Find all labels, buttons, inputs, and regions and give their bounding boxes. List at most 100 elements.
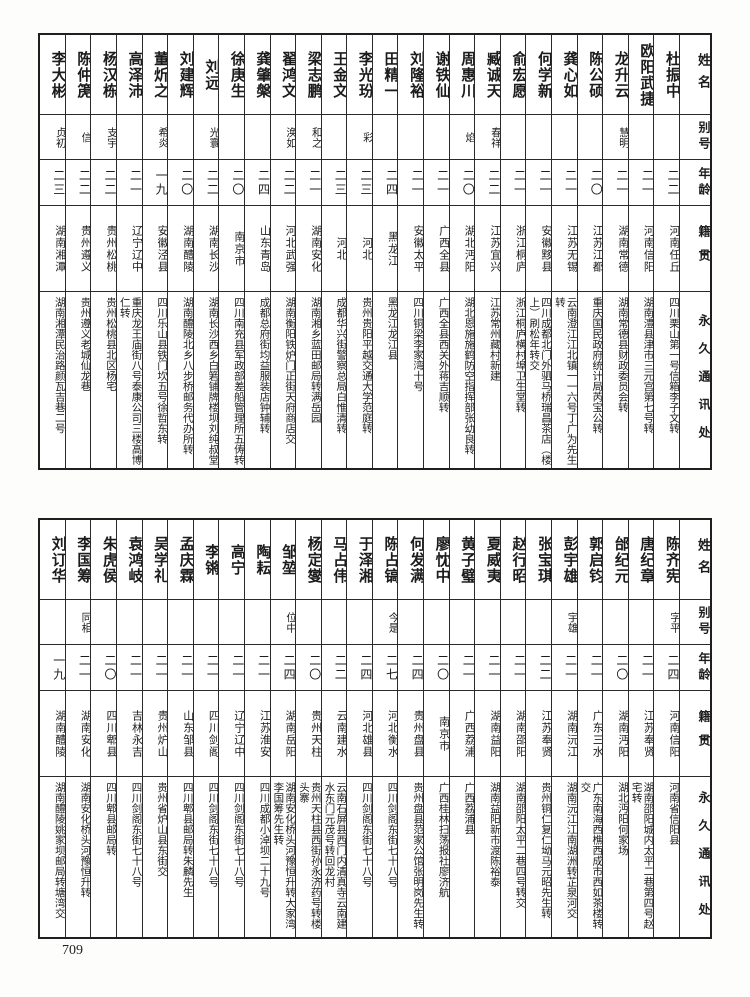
person-native-place: 江苏宜兴 [475, 206, 500, 292]
person-column: 廖忱中 二〇 南京市 广西桂林扫荡报社廖济航 [424, 520, 450, 937]
person-address: 四川剑阁东街七十八号 [386, 782, 398, 887]
person-native-place: 山东青岛 [244, 206, 270, 292]
person-age: 二一 [526, 160, 552, 206]
person-age: 二一 [449, 645, 475, 691]
person-address: 四川剑阁东街七十八号 [130, 782, 142, 887]
person-native-place: 江苏奉贤 [526, 691, 552, 777]
person-name: 陶耘 [244, 520, 270, 600]
person-name: 何发满 [398, 520, 424, 600]
person-address: 重庆国民政府统计局芮宝公转 [591, 297, 603, 434]
person-age: 一九 [142, 160, 168, 206]
person-column: 陈占镐 今是 二七 河北衡水 四川剑阁东街七十八号 [372, 520, 399, 937]
person-name: 李光玢 [347, 35, 372, 115]
person-age: 二四 [270, 645, 296, 691]
person-name: 何学新 [526, 35, 552, 115]
person-column: 孟庆霖 二一 山东邹县 四川郫县邮局转朱麟先生 [168, 520, 194, 937]
person-column: 刘建辉 二〇 湖南醴陵 湖南醴陵北乡八步桥邮务代办所转 [168, 35, 194, 468]
person-address: 江苏常州藏村新建 [488, 297, 500, 381]
person-column: 何发满 二四 贵州盘县 贵州盘县范家公馆张明岗先生转 [398, 520, 425, 937]
person-address: 湖南沅江江南湖洲转芷泉河交 [565, 782, 577, 919]
person-native-place: 南京市 [424, 691, 449, 777]
person-age: 二二 [193, 160, 219, 206]
person-alias [347, 600, 372, 645]
person-age: 二〇 [91, 645, 116, 691]
person-native-place: 湖北沔阳 [449, 206, 475, 292]
person-alias [244, 115, 270, 160]
person-alias: 焰 [449, 115, 475, 160]
person-name: 唐纪章 [628, 520, 654, 600]
person-column: 李国筹 同相 二一 湖南安化 湖南安化桥头河豫恒升转 [65, 520, 92, 937]
person-name: 杨定燮 [296, 520, 321, 600]
person-alias [193, 600, 219, 645]
person-native-place: 贵州盘县 [398, 691, 424, 777]
person-alias: 彩 [347, 115, 372, 160]
person-name: 董炘之 [142, 35, 168, 115]
person-age: 二〇 [168, 160, 193, 206]
person-alias [577, 600, 603, 645]
header-native: 籍贯 [680, 206, 710, 292]
person-address: 贵州盘县范家公馆张明岗先生转 [412, 782, 424, 929]
person-age: 二一 [628, 160, 654, 206]
person-native-place: 安徽泾县 [142, 206, 168, 292]
person-address: 四川铜梁李家湾十号 [412, 297, 424, 392]
person-address: 成都华兴街警察总局白惟清转 [335, 297, 347, 434]
person-name: 谢铁仙 [424, 35, 449, 115]
person-age: 二二 [91, 160, 116, 206]
person-age: 二一 [193, 645, 219, 691]
person-alias [603, 600, 628, 645]
person-column: 欧阳武捷 二一 河南信阳 湖南澧县津市三元宫第七号转 [628, 35, 655, 468]
person-alias: 支宇 [91, 115, 116, 160]
person-alias: 希炎 [142, 115, 168, 160]
person-column: 梁志鹏 和之 二一 湖南安化 湖南湘乡蓝田邮局转满岳园 [296, 35, 322, 468]
person-column: 陈齐宪 字平 二四 河南信阳 河南省信阳县 [654, 520, 680, 937]
person-column: 李光玢 彩 二三 河北 贵州贵阳平越交通大学范庭转 [347, 35, 373, 468]
person-native-place: 河北 [321, 206, 347, 292]
person-native-place: 河北衡水 [372, 691, 398, 777]
person-name: 欧阳武捷 [628, 35, 654, 115]
person-age: 二四 [244, 160, 270, 206]
person-name: 陈齐宪 [654, 520, 679, 600]
person-age: 二一 [296, 160, 321, 206]
person-address: 湖南长沙西乡白箬铺牌楼坝刘纯叔堂 [207, 297, 219, 465]
person-age: 二一 [552, 645, 577, 691]
person-name: 高宁 [219, 520, 244, 600]
person-alias [500, 600, 526, 645]
person-column: 邹堃 位中 二四 湖南岳阳 湖南安化桥头河豫恒升转大家湾李国筹先生转 [270, 520, 297, 937]
person-alias: 今是 [372, 600, 398, 645]
person-alias [654, 115, 679, 160]
person-age: 二二 [526, 645, 552, 691]
person-age: 二一 [603, 160, 628, 206]
person-name: 陈仲箎 [65, 35, 91, 115]
person-age: 二〇 [603, 645, 628, 691]
person-native-place: 安徽太平 [398, 206, 424, 292]
header-alias: 别号 [680, 115, 710, 160]
person-age: 二四 [347, 645, 372, 691]
person-name: 高泽沛 [116, 35, 142, 115]
person-native-place: 河北雄县 [347, 691, 372, 777]
person-column: 唐纪章 二一 江苏奉贤 湖南邵阳城内太平二巷第四号赵宅转 [628, 520, 655, 937]
person-name: 臧诚天 [475, 35, 500, 115]
header-name: 姓名 [680, 35, 710, 115]
person-age: 二〇 [296, 645, 321, 691]
person-age: 二一 [475, 645, 500, 691]
person-column: 龚肇槃 二四 山东青岛 成都总府街均益服装店钟辅转 [244, 35, 271, 468]
person-age: 二〇 [219, 160, 244, 206]
person-address: 湖南醴陵姚家坝邮局转塘湾交 [53, 782, 65, 919]
person-native-place: 辽宁辽中 [116, 206, 142, 292]
person-address: 四川成都小淖坝二十九号 [258, 782, 270, 898]
person-alias [424, 115, 449, 160]
person-address: 四川剑阁东街七十八号 [360, 782, 372, 887]
person-column: 朱虎侯 二〇 四川郫县 四川郫县邮局转 [91, 520, 117, 937]
person-column: 龚心如 二一 江苏无锡 云南澄江江北镇一一六号丁广为先生转 [552, 35, 578, 468]
person-alias: 涣如 [270, 115, 296, 160]
person-column: 吴学礼 二一 贵州炉山 贵州省炉山县东街交 [142, 520, 169, 937]
person-address: 云南石屏县西门内清真寺云南建水东门元茂号转回龙村 [323, 782, 347, 929]
person-alias [424, 600, 449, 645]
person-name: 孟庆霖 [168, 520, 193, 600]
person-column: 李大彬 贞初 二三 湖南湘潭 湖南湘潭民治路颜瓦吉巷二号 [40, 35, 66, 468]
person-age: 二三 [321, 160, 347, 206]
person-age: 二一 [116, 160, 142, 206]
person-column: 翟鸿文 涣如 二二 河北武强 湖南衡阳铁炉门正街天府商店交 [270, 35, 297, 468]
person-address: 湖南澧县津市三元宫第七号转 [642, 297, 654, 434]
person-address: 四川郫县邮局转朱麟先生 [181, 782, 193, 898]
